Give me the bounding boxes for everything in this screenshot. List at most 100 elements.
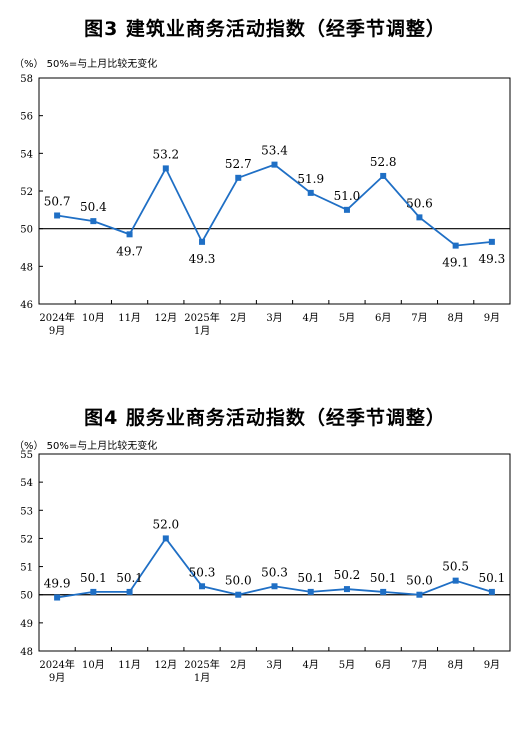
plot-frame xyxy=(38,77,511,305)
x-tick-label: 4月 xyxy=(303,312,319,324)
data-point xyxy=(162,165,169,172)
data-point xyxy=(126,588,133,595)
data-label: 50.4 xyxy=(80,200,107,214)
y-tick-label: 52 xyxy=(20,187,33,198)
data-label: 49.7 xyxy=(116,244,143,258)
x-tick-label: 3月 xyxy=(266,659,282,671)
chart-construction: 图3 建筑业商务活动指数（经季节调整） （%） 50%=与上月比较无变化 46 4… xyxy=(0,0,530,340)
plot-frame xyxy=(38,453,511,652)
x-tick-label: 12月 xyxy=(154,659,177,671)
data-point xyxy=(307,588,314,595)
chart-title: 图4 服务业商务活动指数（经季节调整） xyxy=(84,407,446,429)
data-point xyxy=(343,586,350,593)
data-point xyxy=(416,214,423,221)
y-tick-label: 54 xyxy=(20,478,33,489)
x-tick-label: 2025年 1月 xyxy=(184,311,219,337)
chart-title: 图3 建筑业商务活动指数（经季节调整） xyxy=(84,18,446,40)
data-point xyxy=(343,206,350,213)
data-label: 52.7 xyxy=(225,157,252,171)
chart-note: （%） 50%=与上月比较无变化 xyxy=(14,59,158,70)
x-tick-label: 12月 xyxy=(154,312,177,324)
data-label: 53.4 xyxy=(261,144,288,158)
x-tick-label: 4月 xyxy=(303,659,319,671)
chart-services: 图4 服务业商务活动指数（经季节调整） （%） 50%=与上月比较无变化 48 4… xyxy=(0,393,530,730)
x-tick-label: 7月 xyxy=(411,312,427,324)
data-label: 53.2 xyxy=(152,147,179,161)
y-tick-label: 58 xyxy=(20,74,33,85)
data-label: 50.0 xyxy=(406,574,433,588)
data-label: 50.1 xyxy=(479,571,506,585)
data-point xyxy=(235,591,242,598)
data-label: 50.1 xyxy=(116,571,143,585)
data-point xyxy=(54,212,61,219)
y-tick-label: 54 xyxy=(20,149,33,160)
chart-note: （%） 50%=与上月比较无变化 xyxy=(14,441,158,452)
x-tick-label: 3月 xyxy=(266,312,282,324)
y-tick-label: 48 xyxy=(20,262,33,273)
data-label: 50.6 xyxy=(406,196,433,210)
data-label: 50.1 xyxy=(80,571,107,585)
data-point xyxy=(271,583,278,590)
x-tick-label: 8月 xyxy=(447,312,463,324)
y-tick-label: 50 xyxy=(20,225,33,236)
data-label: 50.0 xyxy=(225,574,252,588)
y-tick-label: 55 xyxy=(20,450,33,461)
data-point xyxy=(452,242,459,249)
y-tick-label: 46 xyxy=(20,300,33,311)
data-label: 50.2 xyxy=(334,568,361,582)
data-point xyxy=(307,189,314,196)
y-tick-label: 48 xyxy=(20,647,33,658)
x-tick-label: 6月 xyxy=(375,312,391,324)
data-point xyxy=(90,218,97,225)
x-tick-label: 11月 xyxy=(118,312,141,324)
data-point xyxy=(416,591,423,598)
data-label: 49.9 xyxy=(44,577,71,591)
x-tick-label: 11月 xyxy=(118,659,141,671)
x-tick-label: 5月 xyxy=(339,659,355,671)
y-tick-label: 49 xyxy=(20,619,33,630)
data-point xyxy=(380,172,387,179)
data-point xyxy=(380,588,387,595)
data-point xyxy=(162,535,169,542)
data-point xyxy=(126,231,133,238)
x-tick-label: 5月 xyxy=(339,312,355,324)
x-tick-label: 7月 xyxy=(411,659,427,671)
y-tick-label: 51 xyxy=(20,563,33,574)
data-label: 50.1 xyxy=(297,571,324,585)
x-tick-label: 9月 xyxy=(484,659,500,671)
data-label: 49.3 xyxy=(189,252,216,266)
data-label: 51.9 xyxy=(297,172,324,186)
data-label: 50.3 xyxy=(189,565,216,579)
y-tick-label: 52 xyxy=(20,534,33,545)
data-label: 50.1 xyxy=(370,571,397,585)
data-label: 49.1 xyxy=(442,256,469,270)
x-tick-label: 2月 xyxy=(230,659,246,671)
data-point xyxy=(199,583,206,590)
data-point xyxy=(54,594,61,601)
data-label: 50.5 xyxy=(442,560,469,574)
x-tick-label: 10月 xyxy=(82,659,105,671)
services-line-chart: 48 49 50 51 52 53 54 55 2024年 9月 10月 11月 12月 2025年 1月 2… xyxy=(20,450,511,684)
data-point xyxy=(235,174,242,181)
x-tick-label: 2024年 9月 xyxy=(39,311,74,337)
data-label: 51.0 xyxy=(334,189,361,203)
construction-line-chart: 46 48 50 52 54 56 58 2024年 9月 10月 11月 12月 2025年 1月 2月 3… xyxy=(20,74,511,337)
data-point xyxy=(90,588,97,595)
y-tick-label: 50 xyxy=(20,591,33,602)
data-point xyxy=(488,588,495,595)
y-tick-label: 53 xyxy=(20,506,33,517)
x-tick-label: 9月 xyxy=(484,312,500,324)
x-tick-label: 6月 xyxy=(375,659,391,671)
data-point xyxy=(199,238,206,245)
x-tick-label: 8月 xyxy=(447,659,463,671)
x-tick-label: 2月 xyxy=(230,312,246,324)
x-tick-label: 10月 xyxy=(82,312,105,324)
data-point xyxy=(452,577,459,584)
data-point xyxy=(488,238,495,245)
data-label: 52.8 xyxy=(370,155,397,169)
data-label: 50.3 xyxy=(261,565,288,579)
data-label: 49.3 xyxy=(479,252,506,266)
x-tick-label: 2024年 9月 xyxy=(39,658,74,684)
y-tick-label: 56 xyxy=(20,112,33,123)
data-label: 52.0 xyxy=(152,517,179,531)
